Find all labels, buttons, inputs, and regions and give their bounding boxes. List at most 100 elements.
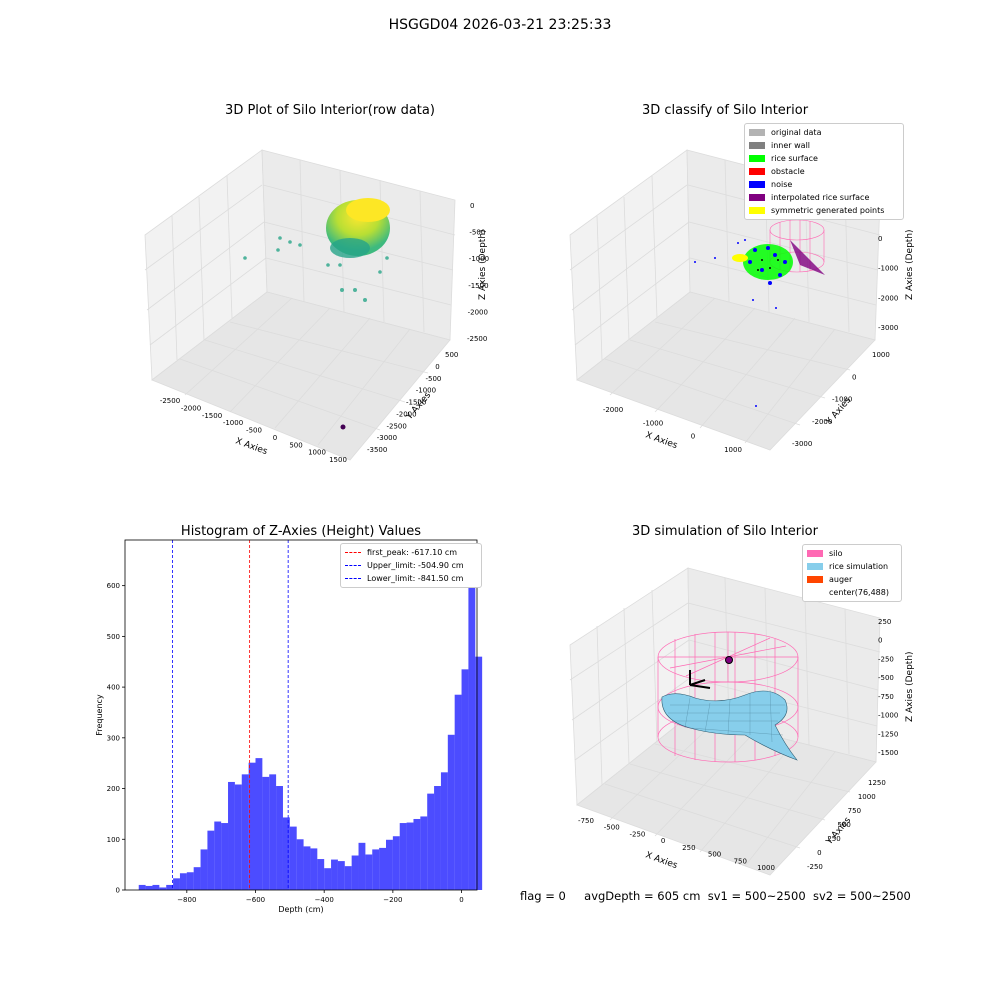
histogram-bar-2	[152, 884, 160, 890]
histogram-bar-32	[358, 842, 366, 890]
histogram-bar-25	[310, 848, 318, 890]
histogram-bar-0	[138, 884, 146, 890]
simulation-legend-label-0: silo	[829, 549, 843, 558]
sim-x-tick-2: -250	[629, 830, 645, 838]
histogram-legend-line-1	[345, 565, 361, 566]
histogram-bar-35	[379, 847, 386, 890]
raw-y-tick-6: -2500	[387, 422, 407, 430]
raw-3d-axes: -2500-2000-1500-1000-5000500100015005000…	[144, 149, 489, 464]
histogram-bar-20	[276, 786, 283, 890]
sv1-status: sv1 = 500~2500	[707, 889, 806, 903]
histogram-bar-3	[159, 887, 167, 890]
raw-x-tick-4: -500	[246, 427, 262, 435]
histogram-bar-19	[269, 774, 277, 890]
raw-y-tick-1: 0	[435, 363, 439, 371]
classify-legend-swatch-1	[749, 142, 765, 149]
raw-y-tick-5: -2000	[396, 410, 416, 418]
raw-plot-title: 3D Plot of Silo Interior(row data)	[225, 103, 435, 118]
histogram-ytick-0: 0	[116, 887, 120, 895]
classify-legend-item-3: obstacle	[749, 165, 899, 178]
simulation-legend-swatch-2	[807, 576, 823, 583]
cls-z-tick-4: -3000	[878, 324, 898, 332]
histogram-xtick-1: −600	[246, 896, 265, 904]
histogram-bar-14	[234, 784, 242, 890]
histogram-bar-22	[289, 826, 297, 890]
cls-y-tick-2: -1000	[832, 396, 852, 404]
raw-ylabel: Y Axies	[404, 390, 433, 422]
sim-y-tick-1: 1000	[858, 793, 876, 801]
classify-legend: original data inner wall rice surface obsta…	[744, 123, 904, 220]
histogram-bar-44	[440, 772, 448, 890]
simulation-zlabel: Z Axies (Depth)	[905, 651, 915, 722]
simulation-legend-swatch-3	[807, 589, 823, 596]
sim-y-tick-4: 250	[827, 835, 840, 843]
histogram-bar-27	[324, 868, 332, 890]
simulation-legend-item-3: center(76,488)	[807, 586, 897, 599]
simulation-legend-item-1: rice simulation	[807, 560, 897, 573]
sim-x-tick-0: -750	[578, 817, 594, 825]
histogram-bar-23	[296, 839, 304, 890]
raw-x-tick-1: -2000	[181, 404, 201, 412]
histogram-legend-item-1: Upper_limit: -504.90 cm	[345, 559, 477, 572]
raw-y-tick-2: -500	[426, 375, 442, 383]
histogram-bar-13	[228, 781, 235, 890]
histogram-xtick-4: 0	[459, 896, 463, 904]
raw-y-tick-0: 500	[445, 351, 458, 359]
classify-legend-label-5: interpolated rice surface	[771, 193, 870, 202]
simulation-plot-title: 3D simulation of Silo Interior	[632, 524, 818, 539]
histogram-xtick-0: −800	[177, 896, 196, 904]
histogram-ytick-5: 500	[107, 633, 120, 641]
histogram-bar-30	[344, 866, 352, 890]
sim-z-tick-3: -500	[878, 674, 894, 682]
histogram-ytick-4: 400	[107, 684, 120, 692]
histogram-bar-7	[186, 872, 194, 890]
classify-plot-title: 3D classify of Silo Interior	[641, 103, 809, 118]
sim-x-tick-7: 1000	[757, 864, 775, 872]
histogram-bar-11	[214, 821, 222, 890]
classify-legend-swatch-6	[749, 207, 765, 214]
histogram-bar-46	[454, 694, 462, 890]
simulation-legend-swatch-1	[807, 563, 823, 570]
histogram-legend-line-0	[345, 552, 361, 553]
raw-x-tick-2: -1500	[202, 412, 222, 420]
cls-z-tick-3: -2000	[878, 294, 898, 302]
raw-xlabel: X Axies	[234, 436, 269, 457]
raw-zlabel: Z Axies (Depth)	[478, 229, 488, 300]
cls-y-tick-1: 0	[852, 373, 856, 381]
histogram-bar-1	[145, 885, 153, 890]
simulation-xlabel: X Axies	[644, 850, 679, 871]
classify-zlabel: Z Axies (Depth)	[905, 229, 915, 300]
histogram-bar-48	[468, 554, 476, 890]
classify-legend-item-0: original data	[749, 126, 899, 139]
classify-legend-label-0: original data	[771, 128, 822, 137]
histogram-ytick-3: 300	[107, 734, 120, 742]
raw-x-tick-8: 1500	[329, 456, 347, 464]
histogram-legend-item-2: Lower_limit: -841.50 cm	[345, 572, 477, 585]
histogram-ytick-2: 200	[107, 785, 120, 793]
histogram-xtick-2: −400	[315, 896, 334, 904]
histogram-bar-42	[427, 793, 435, 890]
sim-z-tick-0: 250	[878, 618, 891, 626]
histogram-xlabel: Depth (cm)	[278, 905, 323, 914]
classify-legend-label-1: inner wall	[771, 141, 811, 150]
histogram-bar-39	[406, 822, 414, 890]
simulation-legend-label-2: auger	[829, 575, 853, 584]
classify-3d-axes: -2000-10000100010000-1000-2000-300010000…	[569, 149, 915, 454]
sim-y-tick-0: 1250	[868, 779, 886, 787]
histogram-bar-17	[255, 758, 263, 890]
classify-legend-item-2: rice surface	[749, 152, 899, 165]
histogram-legend-label-2: Lower_limit: -841.50 cm	[367, 574, 464, 583]
histogram-bar-8	[193, 867, 201, 890]
sim-x-tick-1: -500	[604, 824, 620, 832]
histogram-bar-6	[179, 873, 187, 890]
sim-y-tick-2: 750	[848, 807, 861, 815]
figure-suptitle: HSGGD04 2026-03-21 23:25:33	[388, 17, 612, 33]
cls-y-tick-3: -2000	[812, 418, 832, 426]
classify-legend-swatch-5	[749, 194, 765, 201]
histogram-legend-label-1: Upper_limit: -504.90 cm	[367, 561, 464, 570]
histogram-bar-5	[173, 878, 180, 890]
sim-x-tick-4: 250	[682, 844, 695, 852]
histogram-bar-47	[461, 669, 469, 890]
classify-legend-swatch-2	[749, 155, 765, 162]
